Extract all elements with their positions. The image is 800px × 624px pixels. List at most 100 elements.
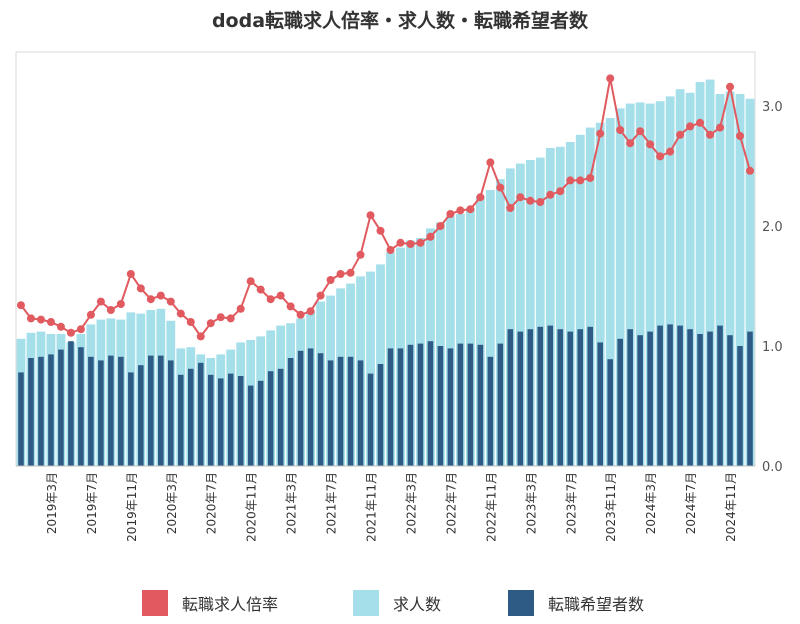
bar-seekers [118, 356, 124, 466]
bar-jobs [485, 190, 495, 466]
bar-seekers [307, 348, 314, 466]
x-tick-label: 2021年11月 [365, 472, 379, 542]
bar-seekers [737, 346, 743, 466]
bar-seekers [707, 331, 713, 466]
legend-item-jobs: 求人数 [353, 586, 441, 620]
bar-seekers [197, 362, 204, 466]
point-ratio [336, 270, 345, 278]
bar-seekers [617, 338, 623, 466]
point-ratio [286, 302, 295, 311]
point-ratio [306, 307, 315, 316]
bar-seekers [28, 358, 34, 466]
bar-seekers [377, 364, 384, 466]
bar-seekers [227, 373, 234, 466]
point-ratio [46, 318, 55, 326]
y-tick-label: 2.0 [762, 220, 783, 235]
x-tick-label: 2021年3月 [285, 472, 299, 534]
bar-seekers [467, 343, 474, 466]
bar-seekers [597, 342, 603, 466]
point-ratio [496, 183, 505, 192]
point-ratio [736, 132, 745, 140]
point-ratio [296, 310, 305, 319]
bar-seekers [128, 372, 134, 466]
point-ratio [176, 309, 185, 318]
bar-seekers [177, 374, 184, 466]
legend-label-ratio: 転職求人倍率 [182, 595, 279, 614]
point-ratio [106, 306, 115, 314]
point-ratio [536, 198, 545, 206]
bar-seekers [717, 325, 723, 466]
chart-title: doda転職求人倍率・求人数・転職希望者数 [211, 10, 589, 32]
point-ratio [606, 74, 615, 83]
point-ratio [56, 322, 65, 331]
bar-jobs [735, 94, 745, 466]
y-tick-label: 3.0 [762, 100, 783, 115]
bar-seekers [577, 329, 584, 466]
bar-jobs [475, 196, 485, 466]
bar-jobs [595, 122, 605, 467]
bar-seekers [357, 360, 364, 466]
x-tick-label: 2024年7月 [684, 472, 698, 534]
point-ratio [616, 126, 625, 134]
point-ratio [136, 284, 145, 293]
x-tick-label: 2023年7月 [564, 472, 578, 534]
point-ratio [486, 158, 495, 167]
point-ratio [116, 300, 125, 308]
point-ratio [456, 206, 465, 215]
bar-seekers [187, 368, 194, 466]
bar-seekers [637, 335, 643, 466]
bar-seekers [727, 335, 733, 466]
bar-seekers [507, 329, 514, 466]
bar-seekers [587, 326, 594, 466]
bar-jobs [575, 134, 585, 467]
bar-seekers [158, 355, 164, 466]
bar-jobs [545, 148, 555, 466]
point-ratio [676, 130, 685, 139]
point-ratio [526, 196, 535, 205]
point-ratio [26, 314, 35, 323]
point-ratio [636, 127, 645, 136]
point-ratio [726, 82, 735, 91]
bar-seekers [667, 324, 673, 466]
x-tick-label: 2019年11月 [125, 472, 139, 542]
bar-seekers [317, 353, 324, 466]
bar-seekers [537, 326, 544, 466]
point-ratio [696, 118, 705, 127]
bar-jobs [436, 222, 445, 466]
point-ratio [466, 205, 475, 214]
point-ratio [16, 301, 25, 310]
bar-jobs [555, 146, 565, 467]
bar-jobs [655, 101, 665, 466]
bar-seekers [387, 348, 394, 466]
point-ratio [36, 315, 45, 324]
point-ratio [386, 246, 395, 254]
point-ratio [66, 328, 75, 337]
bar-seekers [437, 346, 444, 466]
legend-swatch-jobs [353, 590, 379, 616]
point-ratio [346, 268, 355, 277]
bar-seekers [567, 331, 574, 466]
point-ratio [126, 270, 135, 278]
x-tick-label: 2019年3月 [45, 472, 59, 534]
point-ratio [656, 152, 665, 161]
plot-frame [15, 51, 756, 466]
bar-jobs [705, 79, 715, 466]
x-tick-label: 2022年11月 [484, 472, 498, 542]
bar-jobs [446, 216, 455, 466]
bar-jobs [456, 214, 465, 466]
point-ratio [376, 226, 385, 235]
point-ratio [446, 210, 455, 218]
point-ratio [716, 123, 725, 132]
bar-seekers [697, 334, 703, 466]
bar-seekers [527, 329, 534, 466]
point-ratio [626, 139, 635, 148]
x-tick-label: 2022年3月 [404, 472, 418, 534]
bar-seekers [407, 344, 414, 466]
bar-seekers [397, 348, 404, 466]
bar-jobs [685, 92, 695, 467]
bar-jobs [515, 163, 525, 466]
bar-seekers [687, 329, 693, 466]
legend-label-jobs: 求人数 [393, 595, 442, 614]
point-ratio [406, 240, 415, 248]
